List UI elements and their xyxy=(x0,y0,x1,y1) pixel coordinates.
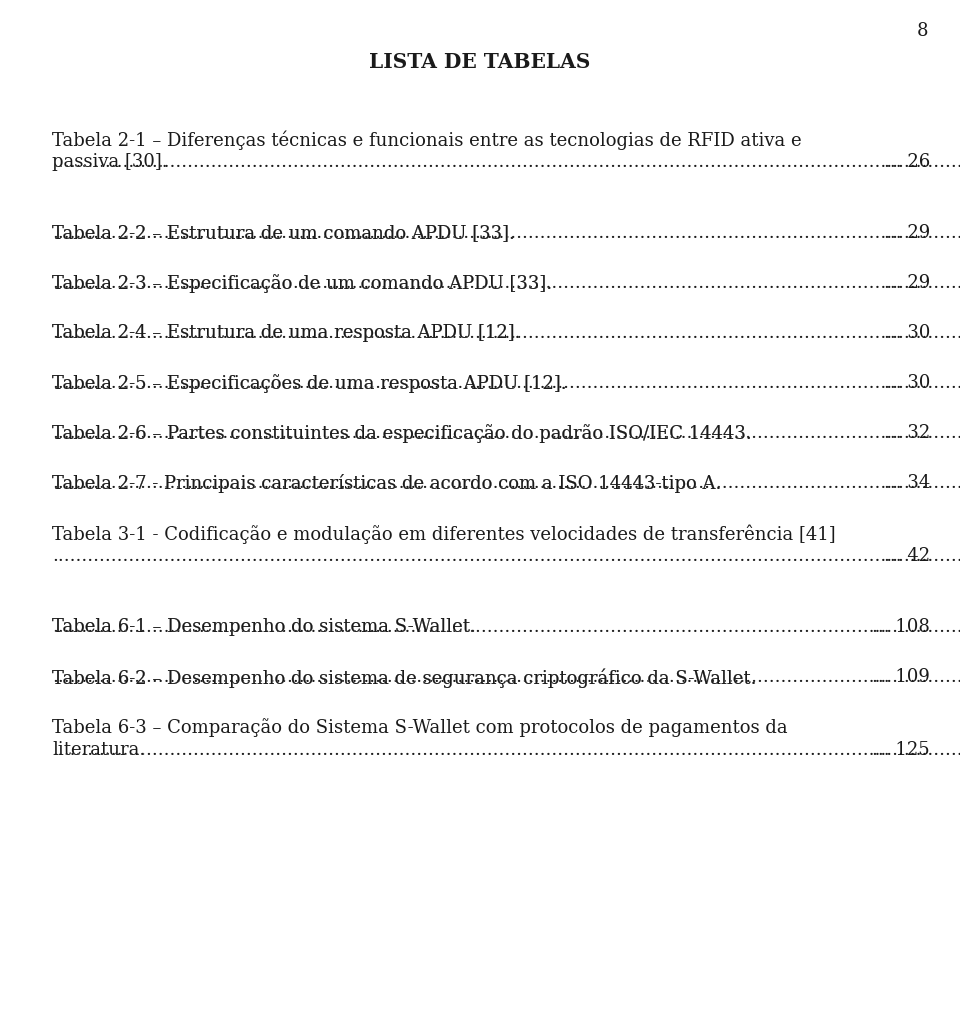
Text: Tabela 2-3 – Especificação de um comando APDU [33].: Tabela 2-3 – Especificação de um comando… xyxy=(52,274,552,292)
Text: Tabela 6-2 – Desempenho do sistema de segurança criptográfico da S-Wallet.: Tabela 6-2 – Desempenho do sistema de se… xyxy=(52,667,756,686)
Text: Tabela 2-4 – Estrutura de uma resposta APDU [12].: Tabela 2-4 – Estrutura de uma resposta A… xyxy=(52,324,520,342)
Text: Tabela 6-1 – Desempenho do sistema S-Wallet.: Tabela 6-1 – Desempenho do sistema S-Wal… xyxy=(52,618,476,635)
Text: Tabela 3-1 - Codificação e modulação em diferentes velocidades de transferência : Tabela 3-1 - Codificação e modulação em … xyxy=(52,524,835,543)
Text: Tabela 2-2 – Estrutura de um comando APDU [33].: Tabela 2-2 – Estrutura de um comando APD… xyxy=(52,223,515,242)
Text: Tabela 2-5 – Especificações de uma resposta APDU [12].: Tabela 2-5 – Especificações de uma respo… xyxy=(52,374,566,392)
Text: ................................................................................: ........................................… xyxy=(52,154,960,171)
Text: Tabela 2-6 – Partes constituintes da especificação do padrão ISO/IEC 14443.: Tabela 2-6 – Partes constituintes da esp… xyxy=(52,424,752,443)
Text: Tabela 2-5 – Especificações de uma resposta APDU [12].: Tabela 2-5 – Especificações de uma respo… xyxy=(52,374,566,392)
Text: ... 34: ... 34 xyxy=(884,473,930,491)
Text: ... 42: ... 42 xyxy=(884,547,930,565)
Text: Tabela 2-2 – Estrutura de um comando APDU [33].: Tabela 2-2 – Estrutura de um comando APD… xyxy=(52,223,515,242)
Text: literatura.: literatura. xyxy=(52,741,145,758)
Text: literatura.: literatura. xyxy=(52,741,145,758)
Text: Tabela 6-1 – Desempenho do sistema S-Wallet.: Tabela 6-1 – Desempenho do sistema S-Wal… xyxy=(52,618,476,635)
Text: Tabela 2-3 – Especificação de um comando APDU [33].: Tabela 2-3 – Especificação de um comando… xyxy=(52,274,552,292)
Text: Tabela 2-6 – Partes constituintes da especificação do padrão ISO/IEC 14443.: Tabela 2-6 – Partes constituintes da esp… xyxy=(52,424,752,443)
Text: LISTA DE TABELAS: LISTA DE TABELAS xyxy=(370,52,590,72)
Text: Tabela 6-2 – Desempenho do sistema de segurança criptográfico da S-Wallet.: Tabela 6-2 – Desempenho do sistema de se… xyxy=(52,667,756,686)
Text: Tabela 2-7 - Principais características de acordo com a ISO 14443-tipo A.: Tabela 2-7 - Principais características … xyxy=(52,473,721,492)
Text: ... 29: ... 29 xyxy=(884,274,930,292)
Text: ... 32: ... 32 xyxy=(884,424,930,442)
Text: Tabela 2-3 – Especificação de um comando APDU [33].: Tabela 2-3 – Especificação de um comando… xyxy=(52,274,552,292)
Text: ................................................................................: ........................................… xyxy=(52,741,960,758)
Text: ................................................................................: ........................................… xyxy=(52,424,960,442)
Text: ... 30: ... 30 xyxy=(883,374,930,391)
Text: Tabela 2-7 - Principais características de acordo com a ISO 14443-tipo A.: Tabela 2-7 - Principais características … xyxy=(52,473,721,492)
Text: Tabela 2-7 - Principais características de acordo com a ISO 14443-tipo A.: Tabela 2-7 - Principais características … xyxy=(52,473,721,492)
Text: passiva [30].: passiva [30]. xyxy=(52,154,168,171)
Text: ... 30: ... 30 xyxy=(883,324,930,342)
Text: Tabela 6-1 – Desempenho do sistema S-Wallet.: Tabela 6-1 – Desempenho do sistema S-Wal… xyxy=(52,618,476,635)
Text: Tabela 2-4 – Estrutura de uma resposta APDU [12].: Tabela 2-4 – Estrutura de uma resposta A… xyxy=(52,324,520,342)
Text: ................................................................................: ........................................… xyxy=(52,547,960,565)
Text: ................................................................................: ........................................… xyxy=(52,473,960,491)
Text: ... 29: ... 29 xyxy=(884,223,930,242)
Text: Tabela 6-2 – Desempenho do sistema de segurança criptográfico da S-Wallet.: Tabela 6-2 – Desempenho do sistema de se… xyxy=(52,667,756,686)
Text: ................................................................................: ........................................… xyxy=(52,324,960,342)
Text: ................................................................................: ........................................… xyxy=(52,374,960,391)
Text: ... 108: ... 108 xyxy=(872,618,930,635)
Text: ... 26: ... 26 xyxy=(884,154,930,171)
Text: ................................................................................: ........................................… xyxy=(52,274,960,292)
Text: Tabela 2-4 – Estrutura de uma resposta APDU [12].: Tabela 2-4 – Estrutura de uma resposta A… xyxy=(52,324,520,342)
Text: ................................................................................: ........................................… xyxy=(52,223,960,242)
Text: Tabela 2-2 – Estrutura de um comando APDU [33].: Tabela 2-2 – Estrutura de um comando APD… xyxy=(52,223,515,242)
Text: ... 109: ... 109 xyxy=(872,667,930,685)
Text: passiva [30].: passiva [30]. xyxy=(52,154,168,171)
Text: Tabela 6-3 – Comparação do Sistema S-Wallet com protocolos de pagamentos da: Tabela 6-3 – Comparação do Sistema S-Wal… xyxy=(52,717,787,736)
Text: ................................................................................: ........................................… xyxy=(52,618,960,635)
Text: ................................................................................: ........................................… xyxy=(52,667,960,685)
Text: Tabela 2-6 – Partes constituintes da especificação do padrão ISO/IEC 14443.: Tabela 2-6 – Partes constituintes da esp… xyxy=(52,424,752,443)
Text: Tabela 2-5 – Especificações de uma resposta APDU [12].: Tabela 2-5 – Especificações de uma respo… xyxy=(52,374,566,392)
Text: 8: 8 xyxy=(917,22,928,40)
Text: ... 125: ... 125 xyxy=(873,741,930,758)
Text: Tabela 2-1 – Diferenças técnicas e funcionais entre as tecnologias de RFID ativa: Tabela 2-1 – Diferenças técnicas e funci… xyxy=(52,129,802,150)
